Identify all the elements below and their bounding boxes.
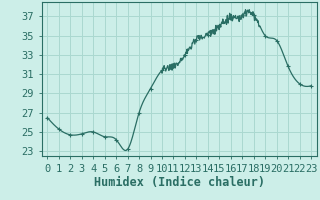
- X-axis label: Humidex (Indice chaleur): Humidex (Indice chaleur): [94, 176, 265, 189]
